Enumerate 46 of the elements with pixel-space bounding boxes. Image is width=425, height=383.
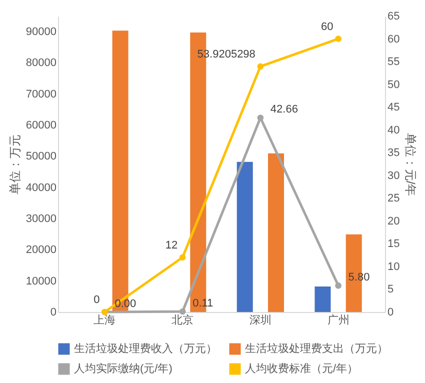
data-label: 60 xyxy=(321,20,334,33)
bar xyxy=(268,153,284,312)
x-tick-label: 广州 xyxy=(327,314,350,326)
y2-tick-label: 65 xyxy=(388,10,400,22)
y2-tick-label: 60 xyxy=(388,33,400,46)
data-label: 0 xyxy=(94,294,100,306)
data-label: 12 xyxy=(165,239,178,252)
y2-tick-label: 40 xyxy=(388,124,400,136)
y2-tick-label: 30 xyxy=(388,170,400,182)
y2-tick-label: 15 xyxy=(388,238,400,250)
y2-tick-label: 10 xyxy=(388,260,400,273)
x-tick-label: 北京 xyxy=(172,314,194,326)
y-tick-label: 20000 xyxy=(26,244,56,256)
point xyxy=(179,254,186,261)
y-tick-label: 90000 xyxy=(26,26,56,38)
data-label: 42.66 xyxy=(270,104,298,116)
point xyxy=(335,36,342,42)
y-tick-label: 50000 xyxy=(26,150,56,163)
y-tick-label: 10000 xyxy=(26,275,56,288)
bar xyxy=(236,162,253,312)
legend-label: 人均实际缴纳(元/年) xyxy=(74,362,172,375)
y2-tick-label: 35 xyxy=(388,147,400,160)
y2-tick-label: 50 xyxy=(388,78,400,91)
y-tick-label: 40000 xyxy=(26,182,56,194)
y2-tick-label: 55 xyxy=(388,56,400,68)
y-tick-label: 30000 xyxy=(26,213,56,226)
point xyxy=(257,114,264,121)
y-tick-label: 0 xyxy=(50,306,56,318)
bar xyxy=(314,286,331,312)
y-tick-label: 70000 xyxy=(26,88,56,100)
legend-label: 生活垃圾处理费收入（万元） xyxy=(74,342,217,355)
y2-tick-label: 45 xyxy=(388,102,400,114)
legend-label: 生活垃圾处理费支出（万元） xyxy=(245,342,388,355)
y2-tick-label: 5 xyxy=(388,284,394,296)
legend-label: 人均收费标准（元/年） xyxy=(245,362,358,375)
y-axis-title: 单位：万元 xyxy=(8,134,22,194)
y2-tick-label: 20 xyxy=(388,215,400,228)
y2-tick-label: 25 xyxy=(388,192,400,205)
y2-axis-title: 单位：元/年 xyxy=(404,132,418,196)
x-tick-label: 深圳 xyxy=(249,314,272,326)
y-tick-label: 60000 xyxy=(26,120,56,132)
point xyxy=(335,282,342,289)
x-tick-label: 上海 xyxy=(94,314,116,326)
y2-tick-label: 0 xyxy=(388,306,394,318)
y-tick-label: 80000 xyxy=(26,57,56,70)
point xyxy=(257,63,264,70)
